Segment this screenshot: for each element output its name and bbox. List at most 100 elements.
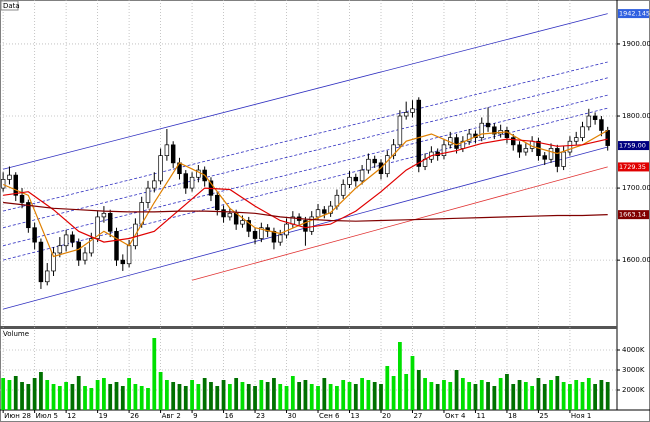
volume-bar [442,380,446,410]
candle-body [303,220,308,232]
volume-bar [605,382,610,410]
candle-body [385,155,390,175]
candle-body [152,180,157,189]
y-tick-label: 1700.00 [622,184,650,192]
volume-bar [32,378,37,410]
candle-body [347,176,352,185]
candle-body [19,194,25,203]
price-title: Data [3,2,20,10]
x-tick-label: 16 [225,412,234,420]
x-tick-label: 26 [130,412,139,420]
channel-line [3,61,608,212]
volume-tick-label: 2000K [622,386,645,394]
candle-body [189,176,195,189]
candle-body [170,144,176,164]
volume-bar [486,382,490,410]
volume-bar [202,378,207,410]
candle-body [95,216,100,239]
price-label: 1729.35 [619,163,646,171]
volume-bar [335,386,339,410]
volume-bar [102,378,106,410]
candle-body [466,133,472,142]
candle-body [416,99,422,167]
candle-body [340,184,346,196]
volume-bar [435,384,440,410]
candle-body [511,137,516,146]
volume-bar [429,382,434,410]
candle-body [259,227,264,239]
candle-body [328,205,333,214]
volume-title: Volume [3,330,29,338]
volume-bar [70,384,75,410]
volume-bar [215,386,220,410]
volume-bar [536,378,541,410]
moving-average [3,201,608,222]
volume-bar [454,370,459,410]
volume-bar [253,386,257,410]
volume-bar [234,378,239,410]
volume-bar [89,388,94,410]
volume-bar [152,338,157,410]
volume-bar [272,378,276,410]
volume-bar [120,386,125,410]
x-tick-label: Окт 4 [445,412,466,420]
volume-bar [505,374,509,410]
candle-body [126,245,132,265]
volume-bar [83,386,87,410]
volume-bar [209,382,213,410]
candle-body [76,241,81,261]
candle-body [403,112,409,117]
volume-bar [448,382,453,410]
volume-bar [7,380,12,410]
x-tick-label: 30 [288,412,297,420]
x-tick-label: 18 [508,412,517,420]
volume-bar [95,380,100,410]
channel-line [3,77,608,229]
volume-bar [20,382,24,410]
candle-body [561,151,566,167]
candle-body [240,220,245,225]
volume-bar [278,384,283,410]
channel-line [3,94,608,247]
moving-average [3,138,608,243]
volume-bar [561,382,566,410]
candle-body [284,223,289,236]
candle-body [44,270,50,283]
volume-bar [523,382,528,410]
price-label: 1759.00 [619,142,646,150]
candle-body [504,130,510,138]
x-tick-label: Ноя 1 [571,412,591,420]
candle-body [397,115,403,146]
candle-body [221,209,226,218]
volume-bar [599,380,604,410]
volume-bar [1,378,6,410]
candle-body [485,122,491,128]
volume-bar [183,386,188,410]
y-tick-label: 1900.00 [622,40,650,48]
volume-bar [341,380,346,410]
volume-bar [146,388,150,410]
x-tick-label: Сен 6 [319,412,340,420]
candle-body [107,212,113,232]
volume-bar [549,380,553,410]
candle-body [114,230,119,261]
volume-bar [171,382,176,410]
x-tick-label: 20 [382,412,391,420]
channel-line [3,13,608,170]
candle-body [366,158,371,171]
candle-body [599,119,604,131]
candle-body [441,144,447,157]
candle-body [82,252,88,261]
price-label-box [618,210,649,220]
volume-bar [397,342,402,410]
volume-bar [366,380,371,410]
volume-bar [227,384,232,410]
candle-body [391,144,396,157]
price-label: 1663.14 [619,211,646,219]
volume-bar [372,382,377,410]
volume-bar [347,382,352,410]
candle-body [277,234,283,243]
candle-body [542,155,547,160]
candle-body [580,126,585,138]
